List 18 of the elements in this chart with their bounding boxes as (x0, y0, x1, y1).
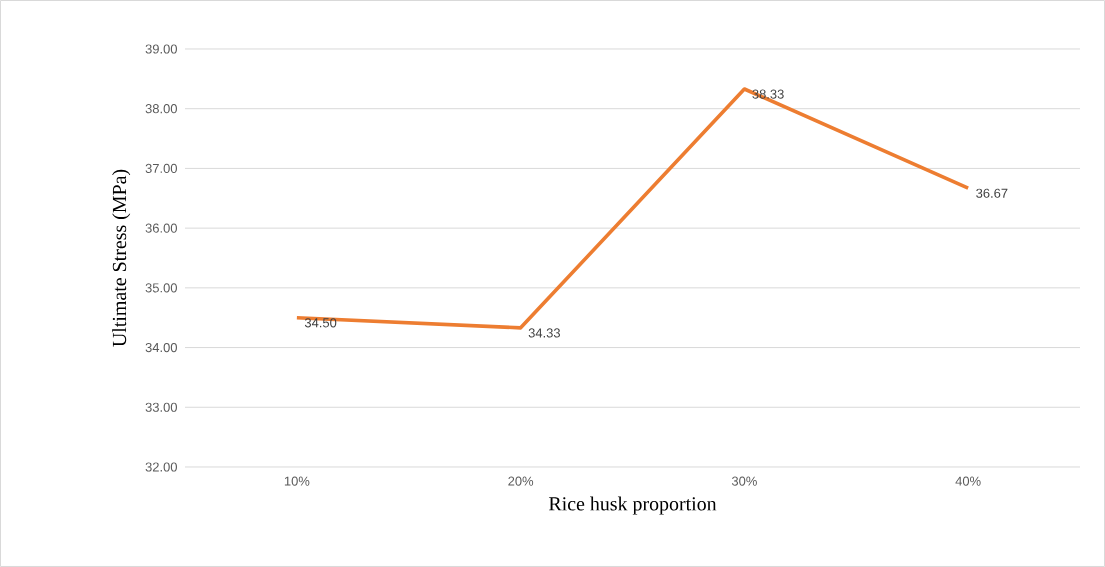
y-tick-label: 33.00 (145, 402, 177, 412)
x-tick-label: 30% (731, 476, 757, 486)
y-tick-label: 35.00 (145, 283, 177, 293)
y-tick-label: 32.00 (145, 462, 177, 472)
data-label: 34.50 (304, 318, 337, 328)
y-tick-label: 39.00 (145, 44, 177, 54)
x-axis-title: Rice husk proportion (548, 496, 717, 515)
data-label: 36.67 (976, 188, 1008, 198)
x-tick-label: 20% (508, 476, 534, 486)
line-series (295, 87, 970, 330)
x-tick-label: 10% (284, 476, 310, 486)
y-tick-label: 37.00 (145, 163, 177, 173)
x-tick-label: 40% (955, 476, 981, 486)
y-axis-title: Ultimate Stress (MPa) (112, 169, 131, 347)
y-tick-label: 34.00 (145, 342, 177, 353)
data-label: 34.33 (528, 328, 560, 338)
y-tick-label: 36.00 (145, 223, 177, 233)
y-tick-label: 38.00 (145, 104, 177, 114)
